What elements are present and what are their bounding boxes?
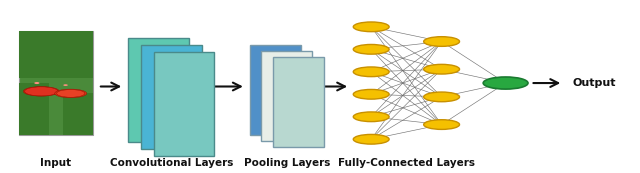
- FancyBboxPatch shape: [128, 38, 189, 142]
- Circle shape: [353, 112, 389, 122]
- Circle shape: [353, 22, 389, 32]
- Circle shape: [57, 90, 85, 97]
- FancyBboxPatch shape: [154, 52, 214, 156]
- Circle shape: [483, 77, 528, 89]
- Ellipse shape: [35, 82, 40, 84]
- Circle shape: [424, 37, 460, 46]
- FancyBboxPatch shape: [19, 31, 93, 78]
- Circle shape: [353, 67, 389, 77]
- Text: Input: Input: [40, 158, 72, 168]
- Text: Fully-Connected Layers: Fully-Connected Layers: [338, 158, 475, 168]
- Circle shape: [23, 86, 60, 96]
- Circle shape: [424, 64, 460, 74]
- FancyBboxPatch shape: [261, 51, 312, 141]
- FancyBboxPatch shape: [19, 83, 49, 135]
- Text: Output: Output: [573, 78, 616, 88]
- Circle shape: [55, 89, 87, 98]
- FancyBboxPatch shape: [19, 31, 93, 135]
- FancyBboxPatch shape: [250, 45, 301, 135]
- FancyBboxPatch shape: [63, 93, 93, 135]
- Circle shape: [25, 87, 58, 96]
- Circle shape: [424, 92, 460, 102]
- FancyBboxPatch shape: [141, 45, 202, 149]
- Text: Convolutional Layers: Convolutional Layers: [109, 158, 233, 168]
- Circle shape: [353, 89, 389, 99]
- Ellipse shape: [63, 84, 68, 86]
- Circle shape: [353, 44, 389, 54]
- Circle shape: [353, 134, 389, 144]
- Circle shape: [424, 120, 460, 129]
- FancyBboxPatch shape: [273, 57, 324, 147]
- Text: Pooling Layers: Pooling Layers: [244, 158, 330, 168]
